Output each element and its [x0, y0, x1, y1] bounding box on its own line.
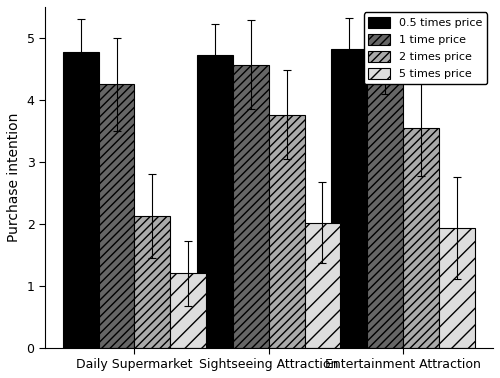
Bar — [63, 51, 98, 348]
Bar — [170, 273, 206, 348]
Bar — [134, 216, 170, 348]
Bar — [269, 115, 304, 348]
Bar — [332, 49, 368, 348]
Bar — [233, 65, 269, 348]
Bar — [197, 55, 233, 348]
Bar — [98, 84, 134, 348]
Y-axis label: Purchase intention: Purchase intention — [7, 113, 21, 242]
Bar — [368, 60, 403, 348]
Legend: 0.5 times price, 1 time price, 2 times price, 5 times price: 0.5 times price, 1 time price, 2 times p… — [364, 12, 487, 84]
Bar — [439, 228, 474, 348]
Bar — [304, 223, 340, 348]
Bar — [403, 128, 439, 348]
